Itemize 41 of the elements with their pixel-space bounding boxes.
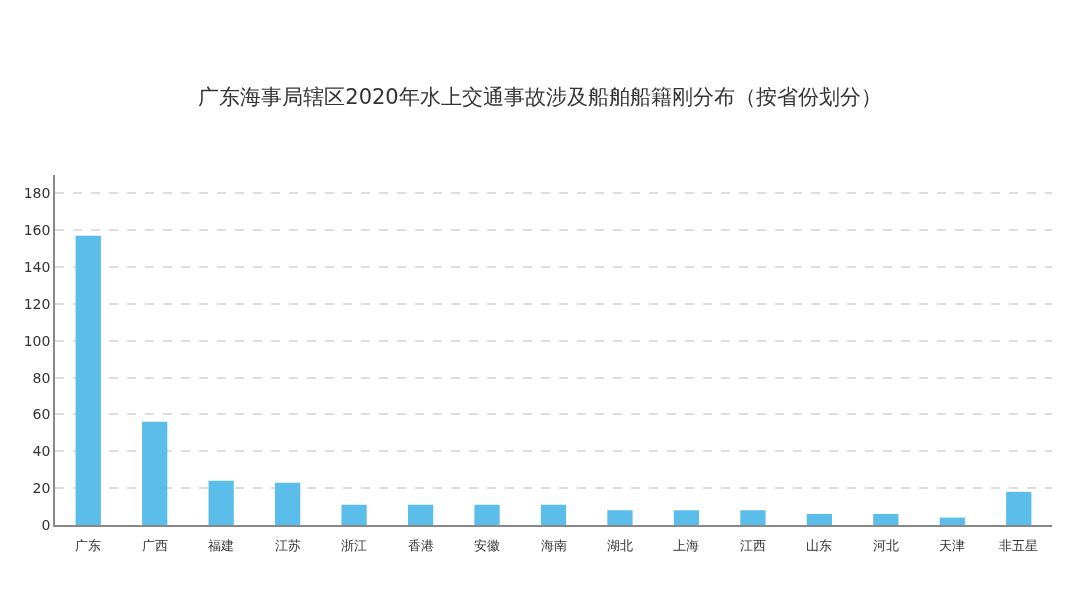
y-tick-label: 180 (23, 185, 51, 202)
y-tick-label: 160 (23, 222, 51, 239)
bar (740, 510, 766, 525)
bar (806, 513, 832, 525)
x-tick-label: 湖北 (606, 538, 633, 554)
bar (407, 504, 434, 525)
y-tick-label: 20 (32, 480, 51, 497)
y-tick-label: 80 (32, 369, 51, 386)
bar (673, 510, 700, 525)
y-tick-label: 100 (23, 332, 51, 349)
bar (142, 421, 168, 525)
x-tick-label: 天津 (939, 538, 966, 554)
y-tick-label: 120 (23, 295, 51, 312)
bar (208, 480, 234, 525)
chart-title: 广东海事局辖区2020年水上交通事故涉及船舶船籍刚分布（按省份划分） (198, 85, 882, 110)
bar (75, 235, 101, 525)
x-tick-label: 江苏 (274, 538, 301, 554)
x-tick-label: 香港 (407, 538, 434, 554)
y-tick-label: 40 (32, 443, 51, 460)
y-tick-label: 60 (32, 406, 51, 423)
x-tick-label: 浙江 (341, 538, 368, 554)
y-tick-label: 0 (41, 516, 51, 533)
x-tick-label: 江西 (739, 538, 766, 554)
x-tick-label: 广西 (141, 538, 168, 554)
x-tick-label: 非五星 (999, 538, 1039, 554)
bar (873, 513, 899, 525)
x-tick-label: 河北 (872, 538, 899, 554)
y-tick-label: 140 (23, 259, 51, 276)
x-tick-label: 安徽 (474, 538, 501, 554)
bar (1006, 491, 1032, 525)
x-tick-label: 山东 (806, 538, 833, 554)
bar (607, 510, 633, 525)
x-tick-label: 广东 (75, 538, 102, 554)
x-tick-label: 海南 (540, 538, 567, 554)
bar (275, 482, 301, 525)
bar (939, 517, 965, 525)
x-tick-label: 福建 (208, 538, 235, 554)
bar (341, 504, 367, 525)
bar (540, 504, 567, 525)
bar (474, 504, 500, 525)
x-tick-label: 上海 (673, 538, 700, 554)
